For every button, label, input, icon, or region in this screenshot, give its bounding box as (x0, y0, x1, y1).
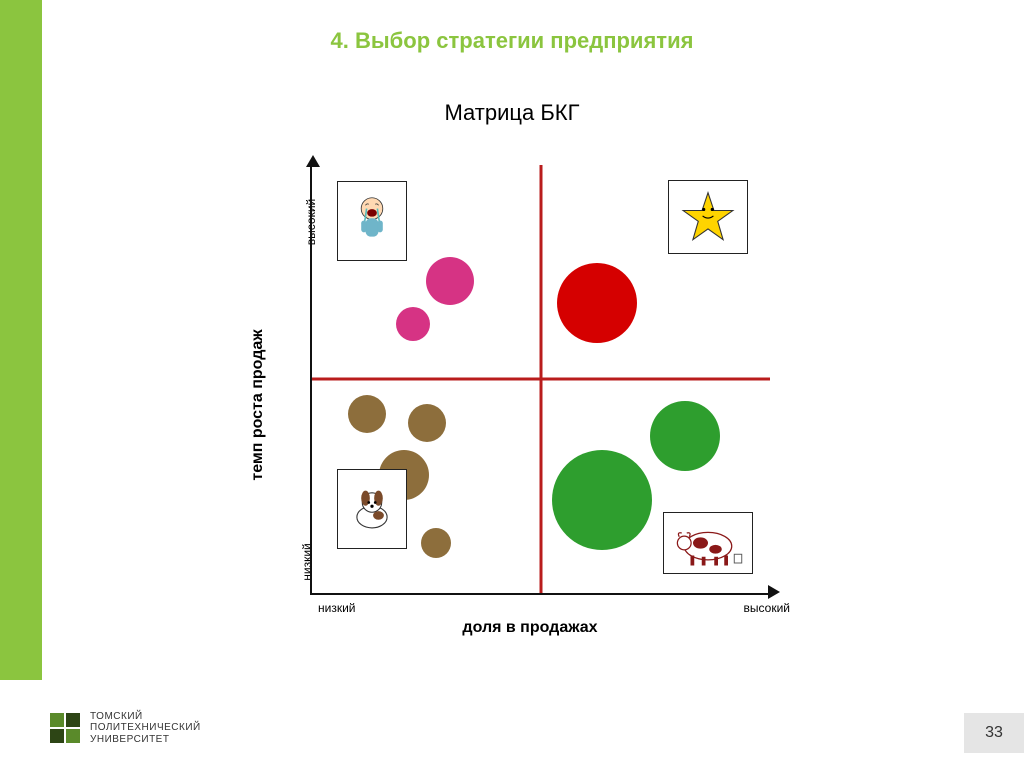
org-line2: ПОЛИТЕХНИЧЕСКИЙ (90, 722, 201, 734)
bubble (396, 307, 430, 341)
page-number: 33 (964, 713, 1024, 753)
bubble (408, 404, 446, 442)
bcg-matrix-chart: темп роста продаж высокий низкий доля в … (250, 155, 810, 655)
dog-icon (337, 469, 407, 549)
chart-plot-area (310, 165, 770, 595)
grid-horizontal (312, 378, 770, 381)
bubble (552, 450, 652, 550)
bubble (426, 257, 474, 305)
chart-title: Матрица БКГ (0, 100, 1024, 126)
x-axis-label: доля в продажах (462, 619, 597, 637)
page-title: 4. Выбор стратегии предприятия (0, 28, 1024, 54)
bubble (348, 395, 386, 433)
org-line3: УНИВЕРСИТЕТ (90, 734, 201, 746)
x-axis-low: низкий (318, 601, 356, 615)
logo-icon (50, 713, 80, 743)
logo-text: ТОМСКИЙ ПОЛИТЕХНИЧЕСКИЙ УНИВЕРСИТЕТ (90, 711, 201, 746)
bubble (650, 401, 720, 471)
crying-baby-icon (337, 181, 407, 261)
x-axis-arrow-icon (768, 585, 780, 599)
y-axis-arrow-icon (306, 155, 320, 167)
star-icon (668, 180, 748, 254)
cow-icon (663, 512, 753, 574)
x-axis-high: высокий (744, 601, 790, 615)
bubble (421, 528, 451, 558)
y-axis-label: темп роста продаж (249, 329, 267, 480)
footer-logo: ТОМСКИЙ ПОЛИТЕХНИЧЕСКИЙ УНИВЕРСИТЕТ (50, 711, 201, 746)
org-line1: ТОМСКИЙ (90, 711, 201, 723)
bubble (557, 263, 637, 343)
